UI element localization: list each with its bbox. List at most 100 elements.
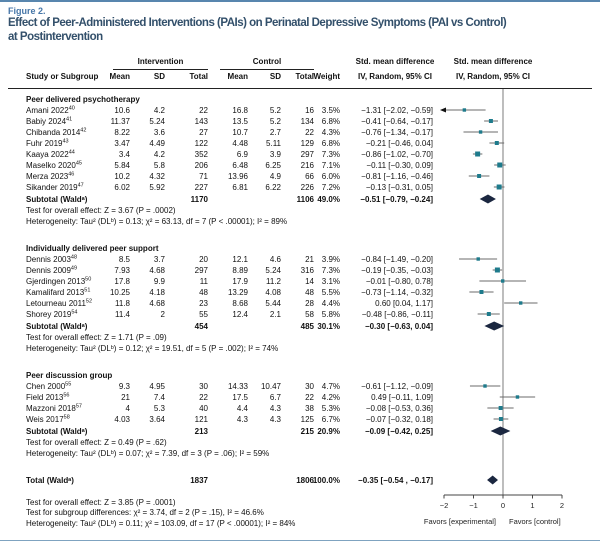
- cell-i_mean: 8.5: [118, 254, 130, 264]
- section-footnote: Test for overall effect: Z = 1.71 (P = .…: [26, 332, 167, 342]
- effect-marker: [486, 312, 491, 316]
- cell-ci: −0.35 [−0.54 , −0.17]: [358, 475, 433, 485]
- cell-c_mean: 12.1: [232, 254, 248, 264]
- cell-ci: 0.60 [0.04, 1.17]: [375, 298, 433, 308]
- cell-c_sd: 5.2: [269, 116, 281, 126]
- cell-c_mean: 13.96: [227, 171, 248, 181]
- cell-weight: 5.8%: [321, 309, 340, 319]
- reference-superscript: 57: [75, 402, 82, 409]
- bottom-rule: [0, 540, 600, 541]
- section-footnote: Heterogeneity: Tau² (DLᵇ) = 0.12; χ² = 1…: [26, 343, 279, 353]
- cell-ci: −0.11 [−0.30, 0.09]: [366, 160, 433, 170]
- column-header-int-total: Total: [189, 72, 208, 81]
- cell-c_mean: 6.81: [232, 182, 248, 192]
- cell-i_mean: 8.22: [114, 127, 130, 137]
- cell-i_total: 71: [199, 171, 208, 181]
- footer-line: Test for subgroup differences: χ² = 3.74…: [0, 507, 600, 518]
- cell-i_total: 22: [199, 392, 208, 402]
- cell-i_total: 1837: [190, 475, 208, 485]
- study-label: Merza 202346: [26, 170, 75, 181]
- effect-marker: [462, 108, 467, 112]
- cell-i_total: 297: [194, 265, 208, 275]
- cell-weight: 4.7%: [321, 381, 340, 391]
- cell-c_total: 125: [300, 414, 314, 424]
- study-row: Kaaya 202244 3.4 4.2 352 6.9 3.9 297 7.3% −0.86 …: [0, 149, 600, 160]
- subgroup-title: Peer delivered psychotherapy: [26, 94, 140, 104]
- section-footnote: Test for overall effect: Z = 3.67 (P = .…: [26, 205, 176, 215]
- cell-ci: −0.51 [−0.79, −0.24]: [360, 194, 433, 204]
- cell-i_sd: 4.2: [153, 149, 165, 159]
- axis-favors-left-label: Favors [experimental]: [423, 517, 496, 526]
- section-footnote-row: Heterogeneity: Tau² (DLᵇ) = 0.07; χ² = 7…: [0, 448, 600, 459]
- ci-arrow-left: [440, 107, 446, 113]
- cell-c_mean: 6.48: [232, 160, 248, 170]
- cell-weight: 7.2%: [321, 182, 340, 192]
- cell-i_total: 40: [199, 403, 208, 413]
- cell-c_total: 66: [305, 171, 314, 181]
- cell-weight: 4.2%: [321, 392, 340, 402]
- effect-marker: [497, 162, 503, 168]
- cell-c_total: 22: [305, 392, 314, 402]
- cell-c_sd: 10.47: [260, 381, 281, 391]
- study-row: Sikander 201947 6.02 5.92 227 6.81 6.22 226 7.2…: [0, 182, 600, 193]
- cell-c_total: 297: [300, 149, 314, 159]
- section-footnote-row: Test for overall effect: Z = 0.49 (P = .…: [0, 437, 600, 448]
- reference-superscript: 49: [70, 264, 78, 271]
- subtotal-diamond: [484, 321, 505, 331]
- subgroup-title: Peer discussion group: [26, 370, 113, 380]
- cell-i_total: 122: [194, 138, 208, 148]
- total-row: Total (Waldᵃ) 1837 1806 100.0% −0.35 [−0.54 …: [0, 475, 600, 486]
- section-footnote-row: Heterogeneity: Tau² (DLᵇ) = 0.13; χ² = 6…: [0, 216, 600, 227]
- cell-i_sd: 4.49: [149, 138, 165, 148]
- cell-i_total: 143: [194, 116, 208, 126]
- cell-i_mean: 5.84: [114, 160, 130, 170]
- cell-c_sd: 5.44: [265, 298, 281, 308]
- cell-c_total: 30: [305, 381, 314, 391]
- study-label: Kaaya 202244: [26, 148, 75, 159]
- cell-ci: −0.07 [−0.32, 0.18]: [365, 414, 433, 424]
- cell-ci: −0.81 [−1.16, −0.46]: [361, 171, 433, 181]
- cell-i_sd: 2: [160, 309, 165, 319]
- cell-i_sd: 4.18: [149, 287, 165, 297]
- effect-marker: [519, 301, 523, 305]
- study-row: Dennis 200348 8.5 3.7 20 12.1 4.6 21 3.9% −0.84 …: [0, 254, 600, 265]
- cell-c_sd: 5.24: [265, 265, 281, 275]
- figure-label: Figure 2.: [8, 6, 46, 16]
- cell-c_total: 215: [300, 426, 314, 436]
- subtotal-row: Subtotal (Waldᵃ) 213 215 20.9% −0.09 [−0.42,…: [0, 426, 600, 437]
- cell-i_total: 55: [199, 309, 208, 319]
- cell-c_total: 38: [305, 403, 314, 413]
- effect-marker: [498, 406, 503, 410]
- reference-superscript: 55: [65, 380, 72, 387]
- cell-c_sd: 4.9: [269, 171, 281, 181]
- cell-weight: 3.1%: [321, 276, 340, 286]
- cell-c_sd: 4.3: [269, 403, 281, 413]
- reference-superscript: 54: [71, 308, 78, 315]
- subtotal-row: Subtotal (Waldᵃ) 1170 1106 49.0% −0.51 [−0.7…: [0, 194, 600, 205]
- cell-ci: −0.84 [−1.49, −0.20]: [361, 254, 433, 264]
- cell-i_mean: 11.37: [110, 116, 130, 126]
- cell-i_sd: 9.9: [153, 276, 165, 286]
- cell-i_total: 1170: [190, 194, 208, 204]
- cell-c_sd: 4.08: [265, 287, 281, 297]
- section-footnote: Test for overall effect: Z = 0.49 (P = .…: [26, 437, 167, 447]
- cell-ci: −0.30 [−0.63, 0.04]: [364, 321, 433, 331]
- cell-c_total: 216: [300, 160, 314, 170]
- total-diamond: [487, 475, 498, 485]
- cell-c_sd: 2.7: [269, 127, 281, 137]
- cell-c_total: 134: [300, 116, 314, 126]
- cell-i_total: 454: [194, 321, 208, 331]
- study-label: Amani 202240: [26, 104, 75, 115]
- axis-tick-label: −2: [439, 501, 449, 510]
- cell-weight: 100.0%: [312, 475, 340, 485]
- study-row: Kamalifard 201351 10.25 4.18 48 13.29 4.08 48 5…: [0, 287, 600, 298]
- cell-ci: −0.61 [−1.12, −0.09]: [361, 381, 433, 391]
- cell-i_sd: 4.68: [149, 298, 165, 308]
- study-label: Mazzoni 201857: [26, 402, 82, 413]
- cell-weight: 6.8%: [321, 138, 340, 148]
- cell-c_mean: 4.4: [236, 403, 248, 413]
- column-header-ctrl-mean: Mean: [227, 72, 248, 81]
- section-footnote: Heterogeneity: Tau² (DLᵇ) = 0.13; χ² = 6…: [26, 216, 288, 226]
- reference-superscript: 40: [68, 104, 75, 111]
